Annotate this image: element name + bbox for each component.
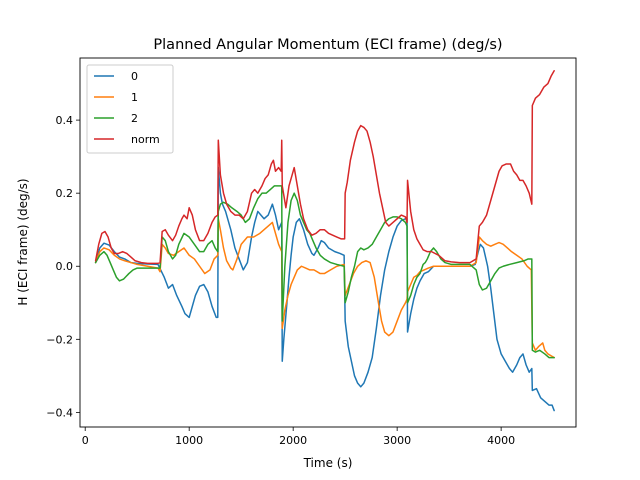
legend-label: 2 bbox=[131, 112, 138, 125]
y-axis-label: H (ECI frame) (deg/s) bbox=[16, 178, 30, 305]
x-tick-label: 4000 bbox=[487, 434, 515, 447]
y-axis: −0.4 −0.2 0.0 0.2 0.4 bbox=[46, 114, 80, 419]
series-line-2 bbox=[94, 185, 555, 359]
series-line-norm bbox=[94, 70, 555, 265]
series-line-1 bbox=[94, 218, 555, 359]
legend-label: 0 bbox=[131, 70, 138, 83]
series-layer bbox=[94, 70, 555, 412]
legend-label: norm bbox=[131, 133, 160, 146]
y-tick-label: −0.2 bbox=[46, 333, 73, 346]
plot-frame bbox=[79, 57, 577, 428]
y-tick-label: 0.2 bbox=[56, 187, 74, 200]
x-axis-label: Time (s) bbox=[303, 456, 353, 470]
y-tick-label: 0.0 bbox=[56, 260, 74, 273]
x-tick-label: 1000 bbox=[175, 434, 203, 447]
x-axis: 0 1000 2000 3000 4000 bbox=[82, 427, 515, 447]
x-tick-label: 2000 bbox=[279, 434, 307, 447]
y-tick-label: −0.4 bbox=[46, 406, 73, 419]
chart-title: Planned Angular Momentum (ECI frame) (de… bbox=[153, 37, 502, 53]
series-line-0 bbox=[94, 166, 555, 412]
legend: 0 1 2 norm bbox=[86, 64, 174, 154]
legend-label: 1 bbox=[131, 91, 138, 104]
x-tick-label: 3000 bbox=[383, 434, 411, 447]
y-tick-label: 0.4 bbox=[56, 114, 74, 127]
legend-box bbox=[86, 64, 174, 154]
x-tick-label: 0 bbox=[82, 434, 89, 447]
